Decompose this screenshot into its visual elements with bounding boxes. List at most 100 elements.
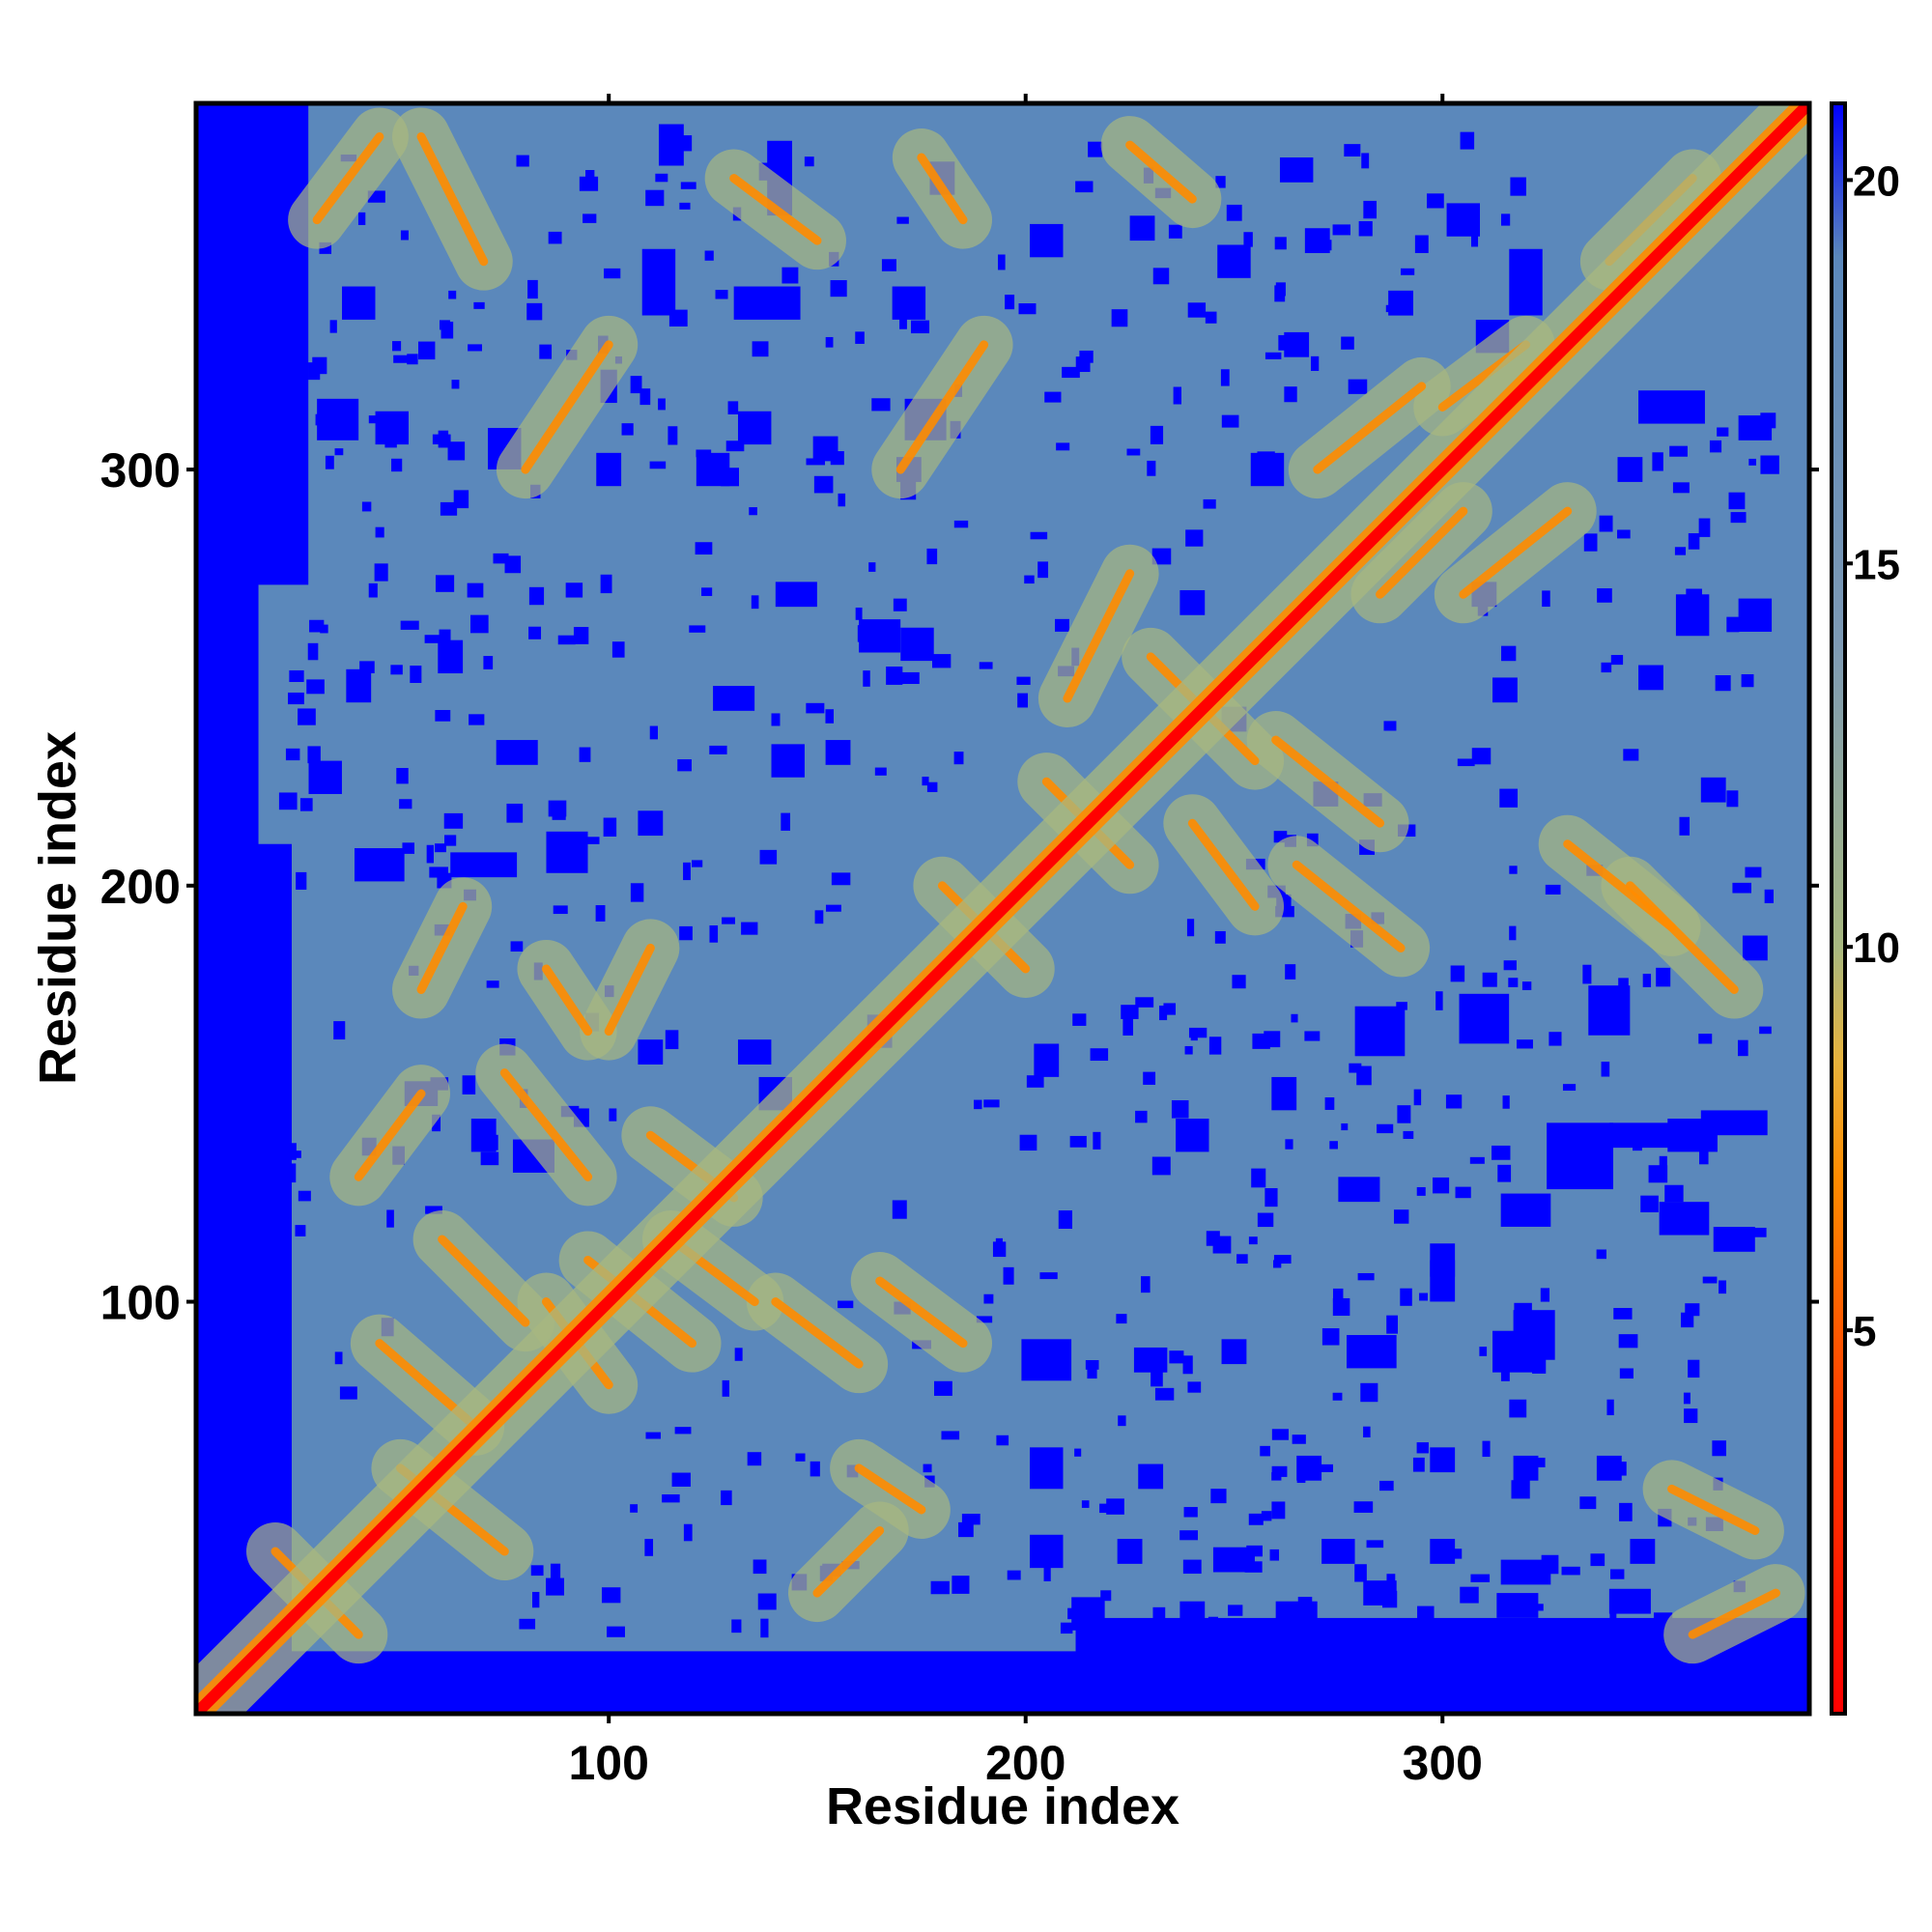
far-speckle	[601, 1587, 621, 1604]
far-speckle	[814, 910, 824, 924]
far-speckle	[1271, 1501, 1286, 1520]
far-speckle	[1329, 1141, 1338, 1150]
colorbar-tick-label: 20	[1853, 157, 1900, 205]
far-speckle	[1433, 1177, 1450, 1194]
far-speckle	[1183, 1507, 1198, 1518]
far-speckle	[1043, 1563, 1051, 1581]
far-speckle	[1400, 268, 1415, 275]
far-speckle	[630, 883, 644, 902]
far-cluster	[496, 740, 538, 765]
far-speckle	[1169, 1350, 1184, 1364]
far-speckle	[278, 532, 297, 544]
far-speckle	[607, 1626, 625, 1637]
far-speckle	[1354, 1564, 1367, 1582]
far-speckle	[1358, 220, 1373, 237]
far-speckle	[1517, 1039, 1533, 1049]
far-speckle	[1684, 1408, 1698, 1424]
far-speckle	[481, 1134, 498, 1151]
far-speckle	[546, 1577, 564, 1596]
far-speckle	[645, 189, 665, 207]
far-speckle	[1220, 369, 1230, 386]
far-speckle	[1471, 748, 1492, 765]
far-speckle	[1016, 676, 1031, 685]
contact-band	[875, 1276, 968, 1349]
far-speckle	[868, 562, 876, 572]
far-speckle	[1271, 1429, 1289, 1440]
far-speckle	[447, 441, 466, 461]
heatmap-plot-area	[196, 103, 1809, 1714]
far-speckle	[1601, 1062, 1610, 1077]
far-speckle	[1747, 1227, 1767, 1237]
far-speckle	[1226, 204, 1242, 221]
contact-band	[416, 901, 468, 994]
far-speckle	[528, 586, 545, 606]
far-speckle	[470, 614, 489, 634]
far-speckle	[1005, 295, 1015, 310]
far-speckle	[892, 1200, 907, 1219]
far-speckle	[1509, 866, 1518, 874]
far-speckle	[1275, 282, 1286, 297]
far-cluster	[1608, 1122, 1676, 1149]
far-cluster	[450, 852, 518, 878]
far-cluster	[1354, 1006, 1406, 1057]
far-speckle	[1205, 311, 1217, 324]
far-speckle	[548, 231, 562, 244]
far-speckle	[1062, 366, 1080, 379]
far-speckle	[899, 312, 907, 329]
far-cluster	[1492, 677, 1518, 703]
far-speckle	[469, 714, 485, 725]
far-speckle	[1482, 972, 1497, 987]
far-speckle	[393, 355, 412, 363]
far-speckle	[1208, 1037, 1222, 1055]
far-speckle	[1236, 1254, 1248, 1264]
far-speckle	[1332, 1297, 1350, 1317]
far-speckle	[953, 752, 964, 765]
far-speckle	[1601, 662, 1612, 673]
far-speckle	[1702, 1276, 1718, 1284]
far-speckle	[504, 555, 522, 574]
far-speckle	[1126, 448, 1141, 456]
far-speckle	[952, 1576, 970, 1594]
far-speckle	[1448, 1548, 1463, 1559]
far-speckle	[1618, 978, 1629, 994]
far-speckle	[1243, 232, 1253, 247]
far-cluster	[1030, 1534, 1064, 1569]
far-speckle	[1017, 693, 1029, 708]
colorbar-ticks: 5 10 15 20	[1845, 157, 1900, 1355]
far-speckle	[863, 670, 870, 687]
far-speckle	[1427, 193, 1444, 209]
far-speckle	[1470, 230, 1479, 247]
far-cluster	[1347, 1335, 1397, 1369]
far-speckle	[320, 624, 328, 634]
far-speckle	[1759, 1026, 1772, 1035]
far-speckle	[734, 1348, 743, 1361]
far-speckle	[1508, 978, 1519, 987]
far-speckle	[683, 862, 691, 881]
far-speckle	[1257, 1212, 1274, 1228]
far-cluster	[1221, 1339, 1247, 1365]
far-cluster	[638, 1039, 664, 1065]
far-speckle	[1221, 414, 1239, 428]
far-speckle	[771, 713, 781, 726]
far-speckle	[516, 155, 529, 167]
far-speckle	[941, 1431, 960, 1440]
far-speckle	[1479, 1347, 1488, 1356]
x-axis-title: Residue index	[826, 1777, 1179, 1835]
far-speckle	[781, 812, 791, 831]
far-speckle	[390, 665, 403, 675]
far-speckle	[983, 1099, 1000, 1108]
far-speckle	[298, 708, 316, 725]
far-cluster	[354, 848, 405, 882]
contact-band	[541, 964, 593, 1037]
far-speckle	[1717, 427, 1729, 437]
y-axis: 100 200 300	[100, 443, 1819, 1330]
far-speckle	[830, 451, 844, 466]
far-cluster	[900, 627, 934, 662]
far-cluster	[1630, 1539, 1656, 1564]
far-speckle	[400, 620, 419, 630]
far-speckle	[298, 1190, 311, 1202]
far-speckle	[1719, 1280, 1727, 1294]
far-speckle	[896, 216, 909, 224]
far-speckle	[932, 654, 952, 668]
far-speckle	[1188, 1027, 1208, 1038]
